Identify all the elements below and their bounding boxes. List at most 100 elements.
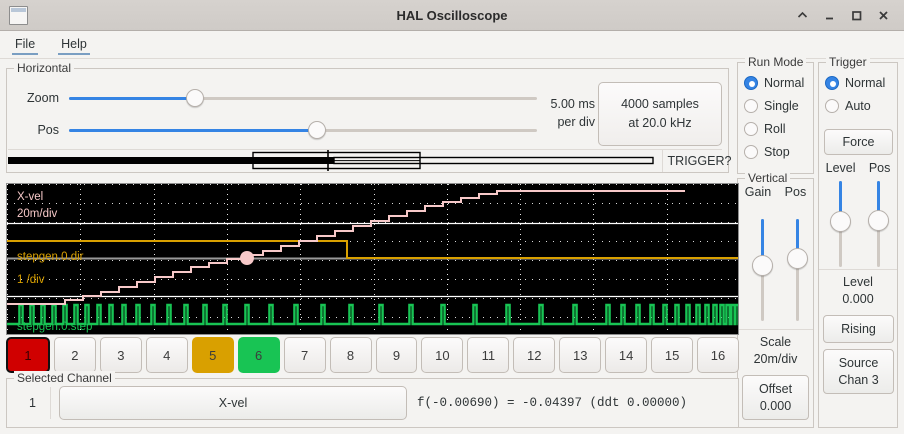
trigger-option-normal[interactable]: Normal — [819, 71, 897, 94]
channel-button-15[interactable]: 15 — [651, 337, 694, 373]
run-mode-panel: Run Mode Normal Single Roll Stop — [737, 55, 814, 174]
maximize-icon[interactable] — [850, 9, 863, 22]
trigger-pos-header: Pos — [868, 161, 891, 175]
window-buttons — [796, 9, 890, 22]
hpos-slider-fill — [69, 129, 317, 132]
zoom-slider-knob[interactable] — [186, 89, 204, 107]
vertical-legend: Vertical — [745, 171, 791, 185]
radio-icon — [744, 75, 758, 90]
channel-button-3[interactable]: 3 — [99, 337, 142, 373]
vertical-pos-track — [796, 219, 799, 321]
channel-button-label: 12 — [527, 347, 542, 363]
titlebar: HAL Oscilloscope — [0, 0, 904, 31]
menu-help[interactable]: Help — [58, 35, 90, 55]
channel-button-11[interactable]: 11 — [467, 337, 510, 373]
channel-button-row: 1 2 3 4 5 6 7 8 9 10 11 12 13 14 15 16 — [6, 337, 739, 373]
trigger-source-button[interactable]: Source Chan 3 — [823, 349, 894, 394]
vertical-pos-header: Pos — [784, 185, 807, 199]
run-mode-option-stop[interactable]: Stop — [738, 140, 813, 163]
selected-channel-index: 1 — [15, 387, 51, 419]
trigger-option-auto[interactable]: Auto — [819, 94, 897, 117]
vertical-gain-fill — [761, 219, 764, 266]
trigger-label-normal: Normal — [845, 75, 886, 90]
vertical-gain-knob[interactable] — [752, 255, 773, 277]
trigger-divider — [819, 269, 897, 270]
selected-channel-formula: f(-0.00690) = -0.04397 (ddt 0.00000) — [417, 396, 688, 410]
channel-button-label: 8 — [346, 347, 355, 363]
trigger-pos-fill — [877, 181, 880, 220]
run-mode-option-normal[interactable]: Normal — [738, 71, 813, 94]
channel-button-label: 4 — [163, 347, 171, 363]
channel-button-2[interactable]: 2 — [53, 337, 96, 373]
trigger-status: TRIGGER? — [662, 149, 736, 172]
run-mode-option-single[interactable]: Single — [738, 94, 813, 117]
trigger-force-button[interactable]: Force — [824, 129, 893, 155]
channel-button-label: 16 — [710, 347, 726, 363]
trigger-level-value: 0.000 — [842, 292, 874, 306]
vertical-pos-slider[interactable] — [786, 219, 808, 321]
trigger-edge-label: Rising — [841, 321, 876, 336]
vertical-offset-button[interactable]: Offset 0.000 — [742, 375, 809, 420]
channel-button-label: 13 — [572, 347, 588, 363]
channel-button-8[interactable]: 8 — [329, 337, 372, 373]
channel-button-14[interactable]: 14 — [605, 337, 648, 373]
shade-icon[interactable] — [796, 9, 809, 22]
trigger-edge-button[interactable]: Rising — [823, 315, 894, 343]
trigger-source-caption: Source — [838, 355, 879, 370]
run-mode-option-roll[interactable]: Roll — [738, 117, 813, 140]
trigger-level-knob[interactable] — [830, 210, 851, 232]
channel-button-16[interactable]: 16 — [697, 337, 739, 373]
trigger-panel: Trigger Normal Auto Force Level Pos — [818, 55, 898, 428]
radio-icon — [744, 98, 758, 113]
trigger-level-header: Level — [825, 161, 856, 175]
hpos-label: Pos — [37, 123, 59, 137]
channel-button-label: 5 — [209, 347, 217, 363]
channel-button-label: 14 — [618, 347, 634, 363]
trigger-pos-slider[interactable] — [867, 181, 889, 267]
vertical-pos-knob[interactable] — [787, 248, 808, 270]
zoom-label: Zoom — [27, 91, 59, 105]
scale-caption: Scale — [759, 335, 792, 349]
hpos-slider-knob[interactable] — [307, 121, 326, 139]
menu-file[interactable]: File — [12, 35, 39, 55]
vertical-divider — [738, 329, 813, 330]
horizontal-legend: Horizontal — [14, 61, 75, 75]
channel-button-label: 2 — [71, 347, 79, 363]
channel-button-6[interactable]: 6 — [237, 337, 280, 373]
channel-button-1[interactable]: 1 — [6, 337, 50, 373]
selected-channel-panel: Selected Channel 1 X-vel f(-0.00690) = -… — [6, 371, 739, 428]
window-title: HAL Oscilloscope — [396, 7, 508, 23]
force-label: Force — [842, 134, 875, 149]
trigger-legend: Trigger — [826, 55, 870, 69]
selected-channel-legend: Selected Channel — [14, 371, 115, 385]
channel-button-5[interactable]: 5 — [191, 337, 234, 373]
zoom-slider[interactable] — [69, 89, 537, 107]
samples-button[interactable]: 4000 samples at 20.0 kHz — [598, 82, 722, 146]
channel-button-4[interactable]: 4 — [145, 337, 188, 373]
channel-button-7[interactable]: 7 — [283, 337, 326, 373]
channel-button-9[interactable]: 9 — [375, 337, 418, 373]
channel-button-12[interactable]: 12 — [513, 337, 556, 373]
menubar: File Help — [0, 31, 904, 59]
vertical-gain-slider[interactable] — [751, 219, 773, 321]
run-mode-label-roll: Roll — [764, 121, 786, 136]
samples-rate: at 20.0 kHz — [628, 116, 692, 130]
hpos-slider[interactable] — [69, 121, 537, 139]
horizontal-scroll-indicator[interactable] — [8, 149, 722, 172]
trigger-level-readout: Level 0.000 — [819, 274, 897, 308]
radio-icon — [825, 98, 839, 113]
channel-button-label: 15 — [664, 347, 680, 363]
selected-channel-signal-button[interactable]: X-vel — [59, 386, 407, 420]
run-mode-legend: Run Mode — [745, 55, 807, 69]
close-icon[interactable] — [877, 9, 890, 22]
trigger-pos-knob[interactable] — [868, 209, 889, 231]
vertical-scale-readout: Scale 20m/div — [738, 334, 813, 368]
channel-button-10[interactable]: 10 — [421, 337, 464, 373]
channel-button-13[interactable]: 13 — [559, 337, 602, 373]
trigger-level-slider[interactable] — [829, 181, 851, 267]
minimize-icon[interactable] — [823, 9, 836, 22]
run-mode-label-stop: Stop — [764, 144, 790, 159]
scope-display[interactable]: X-vel 20m/div stepgen.0.dir 1 /div stepg… — [6, 183, 739, 335]
timebase-unit: per div — [557, 115, 595, 129]
